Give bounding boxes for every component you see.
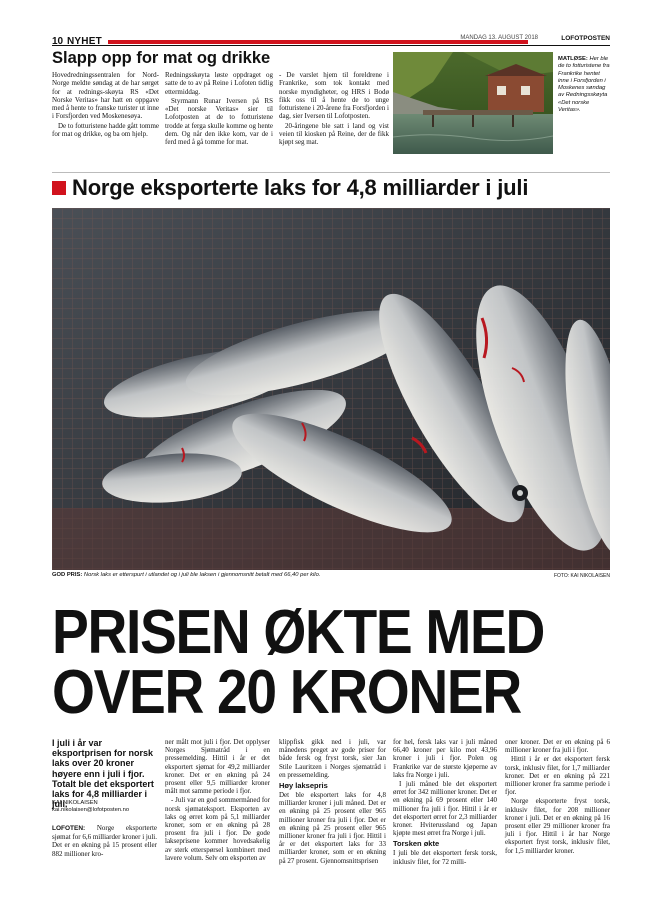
section-bar [108, 40, 528, 44]
top-story-column-1: Hovedredningssentralen for Nord-Norge me… [52, 71, 159, 139]
paragraph: Det ble eksportert laks for 4,8 milliard… [279, 791, 386, 865]
main-photo-caption: GOD PRIS: Norsk laks er etterspurt i utl… [52, 572, 482, 578]
caption-label: GOD PRIS: [52, 572, 83, 578]
top-story-column-2: Redningsskøyta løste oppdraget og satte … [165, 71, 273, 148]
article-column-2: ner målt mot juli i fjor. Det opplyser N… [165, 738, 270, 863]
section-label: NYHET [67, 36, 102, 47]
paragraph: for hel, fersk laks var i juli måned 66,… [393, 738, 497, 779]
issue-date: MANDAG 13. AUGUST 2018 [460, 35, 538, 41]
article-column-4: for hel, fersk laks var i juli måned 66,… [393, 738, 497, 867]
red-square-marker [52, 181, 66, 195]
salmon-photo [52, 208, 610, 570]
paragraph: Hovedredningssentralen for Nord-Norge me… [52, 71, 159, 121]
paragraph: ner målt mot juli i fjor. Det opplyser N… [165, 738, 270, 796]
article-column-5: oner kroner. Det er en økning på 6 milli… [505, 738, 610, 856]
paragraph: Norge eksporterte fryst torsk, inklusiv … [505, 797, 610, 855]
dateline-kicker: LOFOTEN: [52, 825, 86, 832]
subheading: Høy laksepris [279, 781, 328, 791]
paragraph: LOFOTEN: Norge eksporterte sjømat for 6,… [52, 824, 157, 858]
paragraph: - Juli var en god sommermåned for norsk … [165, 796, 270, 862]
caption-text: Norsk laks er etterspurt i utlandet og i… [83, 572, 321, 578]
top-story-column-3: - De varslet hjem til foreldrene i Frank… [279, 71, 389, 148]
page-number: 10 [52, 36, 64, 47]
divider [52, 172, 610, 173]
paper-name: LOFOTPOSTEN [561, 35, 610, 42]
top-story-headline: Slapp opp for mat og drikke [52, 49, 271, 67]
paragraph: De to fotturistene hadde gått tomme for … [52, 121, 159, 139]
byline-name: KAI NIKOLAISEN [52, 800, 98, 806]
paragraph-text: Norge eksporterte sjømat for 6,6 milliar… [52, 824, 157, 858]
byline-email: kai.nikolaisen@lofotposten.no [52, 807, 130, 813]
big-headline: PRISEN ØKTE MED OVER 20 KRONER [52, 598, 550, 727]
paragraph: I juli måned ble det eksportert ørret fo… [393, 780, 497, 838]
byline: KAI NIKOLAISEN kai.nikolaisen@lofotposte… [52, 800, 157, 814]
paragraph: - De varslet hjem til foreldrene i Frank… [279, 71, 389, 121]
paragraph: Hittil i år er det eksportert fersk tors… [505, 755, 610, 797]
article-column-3: klippfisk gikk ned i juli, var månedens … [279, 738, 386, 866]
paragraph: klippfisk gikk ned i juli, var månedens … [279, 738, 386, 779]
paragraph: I juli ble det eksportert fersk torsk, i… [393, 849, 497, 866]
article-lead: I juli i år var eksportprisen for norsk … [52, 738, 154, 810]
paragraph: Styrmann Runar Iversen på RS «Det norske… [165, 96, 273, 147]
top-photo-caption: MATLØSE: Her ble de to fotturistene fra … [558, 56, 610, 114]
paragraph: oner kroner. Det er en økning på 6 milli… [505, 738, 610, 755]
article-column-1: LOFOTEN: Norge eksporterte sjømat for 6,… [52, 824, 157, 859]
photo-credit: FOTO: KAI NIKOLAISEN [553, 573, 610, 579]
header-rule [52, 45, 610, 46]
caption-text: Her ble de to fotturistene fra Frankrike… [558, 56, 610, 114]
main-headline: Norge eksporterte laks for 4,8 milliarde… [72, 175, 529, 200]
big-headline-line-1: PRISEN ØKTE MED [52, 598, 545, 667]
paragraph: Redningsskøyta løste oppdraget og satte … [165, 71, 273, 96]
big-headline-line-2: OVER 20 KRONER [52, 658, 522, 727]
caption-label: MATLØSE: [558, 56, 588, 62]
boathouse-photo [393, 52, 553, 154]
subheading: Torsken økte [393, 839, 440, 849]
paragraph: 20-åringene ble satt i land og vist veie… [279, 121, 389, 147]
